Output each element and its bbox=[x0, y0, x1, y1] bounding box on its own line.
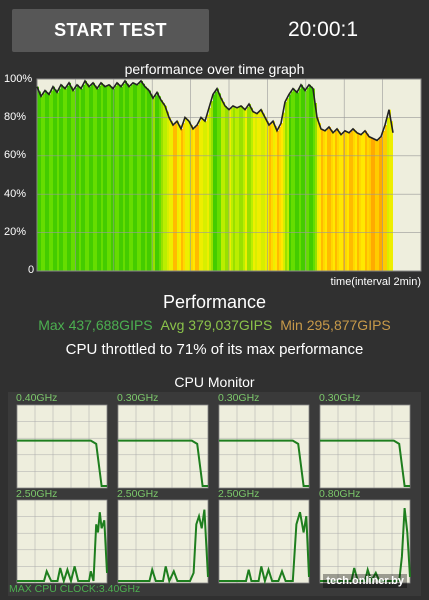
y-tick-40: 40% bbox=[4, 188, 27, 200]
performance-graph bbox=[36, 78, 422, 272]
core-0-freq: 0.40GHz bbox=[16, 392, 58, 404]
graph-title: performance over time graph bbox=[124, 61, 305, 77]
max-cpu-clock: MAX CPU CLOCK:3.40GHz bbox=[9, 583, 141, 595]
throttle-summary: CPU throttled to 71% of its max performa… bbox=[65, 341, 364, 358]
core-load-line bbox=[219, 511, 310, 585]
avg-performance: Avg 379,037GIPS bbox=[160, 317, 273, 333]
cpu-monitor-title: CPU Monitor bbox=[174, 374, 255, 390]
core-graph-background bbox=[320, 405, 410, 488]
core-graph-background bbox=[320, 500, 410, 583]
y-tick-0: 0 bbox=[28, 264, 35, 276]
performance-heading: Performance bbox=[162, 292, 267, 312]
y-tick-20: 20% bbox=[4, 226, 27, 238]
max-performance: Max 437,688GIPS bbox=[38, 317, 153, 333]
min-performance: Min 295,877GIPS bbox=[280, 317, 391, 333]
core-4-freq: 2.50GHz bbox=[16, 488, 58, 500]
y-tick-100: 100% bbox=[4, 73, 33, 85]
test-timer: 20:00:1 bbox=[287, 18, 359, 41]
y-tick-60: 60% bbox=[4, 149, 27, 161]
cpu-core-graphs bbox=[16, 404, 411, 585]
core-1-freq: 0.30GHz bbox=[117, 392, 159, 404]
performance-stats: Max 437,688GIPS Avg 379,037GIPS Min 295,… bbox=[0, 317, 429, 333]
core-graph-background bbox=[118, 405, 208, 488]
core-graph-background bbox=[17, 500, 107, 583]
start-test-button[interactable]: START TEST bbox=[12, 9, 209, 52]
core-load-line bbox=[118, 509, 209, 585]
performance-line bbox=[36, 79, 394, 142]
core-load-line bbox=[320, 439, 410, 487]
core-load-line bbox=[219, 439, 309, 487]
core-load-line bbox=[118, 439, 208, 487]
core-5-freq: 2.50GHz bbox=[117, 488, 159, 500]
core-2-freq: 0.30GHz bbox=[218, 392, 260, 404]
cpu-monitor-panel: 0.40GHz 0.30GHz 0.30GHz 0.30GHz 2.50GHz … bbox=[8, 392, 421, 596]
core-load-line bbox=[17, 439, 107, 487]
core-3-freq: 0.30GHz bbox=[319, 392, 361, 404]
core-6-freq: 2.50GHz bbox=[218, 488, 260, 500]
core-7-freq: 0.80GHz bbox=[319, 488, 361, 500]
watermark: tech.onliner.by bbox=[323, 574, 407, 588]
core-load-line bbox=[17, 512, 108, 585]
core-graph-background bbox=[17, 405, 107, 488]
y-tick-80: 80% bbox=[4, 111, 27, 123]
x-axis-note: time(interval 2min) bbox=[330, 276, 421, 288]
core-load-line bbox=[320, 507, 411, 584]
core-graph-background bbox=[219, 405, 309, 488]
